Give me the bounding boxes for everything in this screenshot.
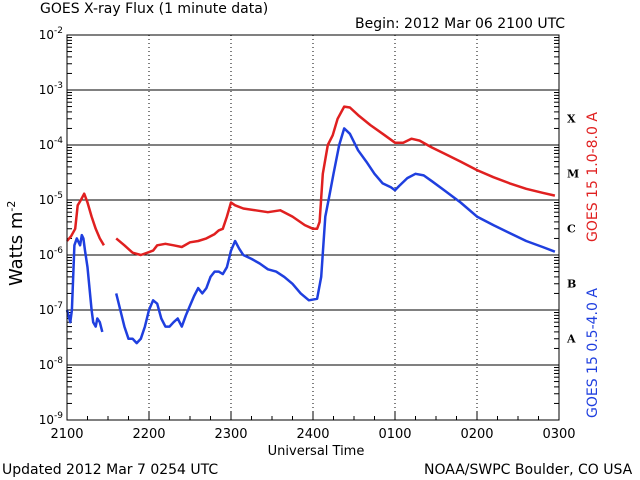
y-axis-label-exponent: -2 — [5, 200, 18, 212]
series-1-segment-0 — [65, 233, 104, 333]
y-axis-label-base: Watts m — [6, 211, 27, 286]
y-tick-label: 10-3 — [39, 81, 63, 97]
plot-frame — [66, 34, 560, 421]
x-tick-label: 0200 — [460, 427, 493, 442]
y-tick-label: 10-5 — [39, 191, 63, 207]
series-lines — [65, 105, 556, 345]
series-1-segment-1 — [114, 127, 556, 345]
y-tick-label: 10-9 — [39, 411, 64, 427]
x-tick-label: 0300 — [542, 427, 575, 442]
y-axis-label: Watts m-2 — [5, 201, 27, 286]
flare-class-A: A — [566, 333, 576, 346]
flare-class-M: M — [567, 168, 579, 181]
series-0-segment-1 — [115, 105, 556, 257]
y-tick-label: 10-2 — [39, 26, 63, 42]
x-axis-label: Universal Time — [268, 444, 365, 459]
flare-class-labels: A B C M X — [566, 113, 579, 346]
credit: NOAA/SWPC Boulder, CO USA — [424, 462, 633, 478]
begin-time: Begin: 2012 Mar 06 2100 UTC — [355, 16, 566, 32]
y-tick-labels: 10-9 10-8 10-7 10-6 10-5 10-4 10-3 10-2 — [39, 26, 64, 427]
x-tick-label: 2100 — [50, 427, 83, 442]
flare-class-B: B — [567, 278, 576, 291]
legend-long-channel: GOES 15 1.0-8.0 A — [585, 112, 601, 242]
x-tick-label: 0100 — [378, 427, 411, 442]
x-tick-label: 2400 — [296, 427, 329, 442]
legend-short-channel: GOES 15 0.5-4.0 A — [585, 288, 601, 418]
minor-ticks — [66, 37, 560, 420]
x-tick-label: 2300 — [214, 427, 247, 442]
flare-class-X: X — [567, 113, 576, 126]
updated-time: Updated 2012 Mar 7 0254 UTC — [2, 462, 219, 478]
y-tick-label: 10-4 — [39, 136, 64, 152]
y-tick-label: 10-6 — [39, 246, 64, 262]
x-tick-labels: 2100 2200 2300 2400 0100 0200 0300 — [50, 427, 575, 442]
flare-class-C: C — [567, 223, 576, 236]
grid-lines — [66, 34, 560, 421]
series-0-segment-0 — [66, 192, 105, 246]
y-tick-label: 10-7 — [39, 301, 63, 317]
y-tick-label: 10-8 — [39, 356, 64, 372]
x-tick-label: 2200 — [132, 427, 165, 442]
chart-title: GOES X-ray Flux (1 minute data) — [40, 1, 269, 17]
